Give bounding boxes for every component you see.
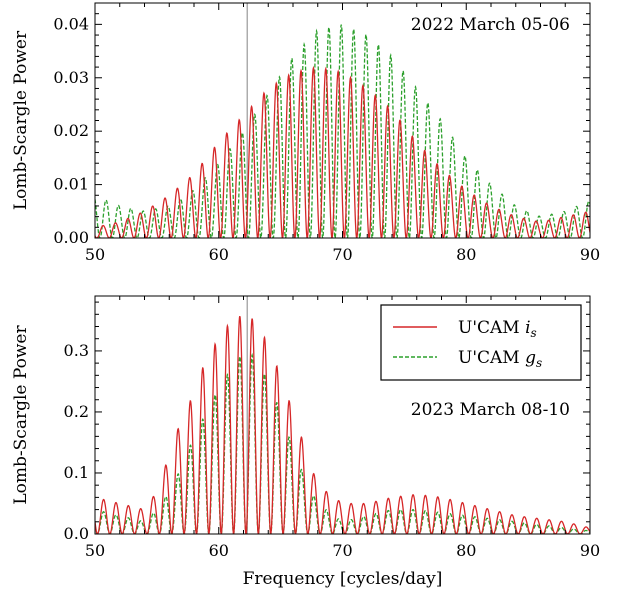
y-tick-label-0: 0.04 <box>53 14 89 33</box>
x-tick-label-0: 80 <box>456 245 476 264</box>
top-y-axis-label: Lomb-Scargle Power <box>11 30 31 210</box>
x-tick-label-1: 50 <box>85 541 105 560</box>
plot-area-0 <box>95 3 590 238</box>
y-tick-label-0: 0.01 <box>53 175 89 194</box>
legend-label-gs: U'CAM gs <box>458 348 542 370</box>
bottom-y-axis-label: Lomb-Scargle Power <box>11 325 31 505</box>
legend-label-gs-base: g <box>525 348 536 368</box>
x-tick-label-1: 60 <box>209 541 229 560</box>
x-tick-label-0: 60 <box>209 245 229 264</box>
top-panel: Lomb-Scargle Power 2022 March 05-06 50 60… <box>11 2 600 264</box>
legend-box <box>380 304 582 381</box>
x-tick-label-0: 50 <box>85 245 105 264</box>
y-tick-label-0: 0.03 <box>53 68 89 87</box>
series-gs-line-0 <box>95 24 590 238</box>
bottom-panel: Lomb-Scargle Power Frequency [cycles/day… <box>11 295 600 589</box>
y-tick-label-1: 0.0 <box>64 524 89 543</box>
series-is-line-1 <box>95 315 590 534</box>
x-axis-label: Frequency [cycles/day] <box>243 569 443 589</box>
top-date-annotation: 2022 March 05-06 <box>411 15 570 35</box>
bottom-date-annotation: 2023 March 08-10 <box>411 400 570 420</box>
legend-label-is-prefix: U'CAM <box>458 318 525 338</box>
x-tick-label-1: 90 <box>580 541 600 560</box>
legend-label-gs-sub: s <box>536 356 542 370</box>
y-tick-label-1: 0.3 <box>64 341 89 360</box>
series-is-line-0 <box>95 65 590 238</box>
legend-label-gs-prefix: U'CAM <box>458 348 525 368</box>
x-tick-label-1: 70 <box>332 541 352 560</box>
legend-label-is: U'CAM is <box>458 318 537 340</box>
legend: U'CAM is U'CAM gs <box>380 304 582 381</box>
x-tick-label-1: 80 <box>456 541 476 560</box>
y-tick-label-0: 0.02 <box>53 121 89 140</box>
x-tick-label-0: 70 <box>332 245 352 264</box>
legend-label-is-sub: s <box>531 326 537 340</box>
y-tick-label-1: 0.2 <box>64 402 89 421</box>
x-tick-label-0: 90 <box>580 245 600 264</box>
legend-label-is-base: i <box>525 318 530 338</box>
y-tick-label-1: 0.1 <box>64 463 89 482</box>
y-tick-label-0: 0.00 <box>53 228 89 247</box>
